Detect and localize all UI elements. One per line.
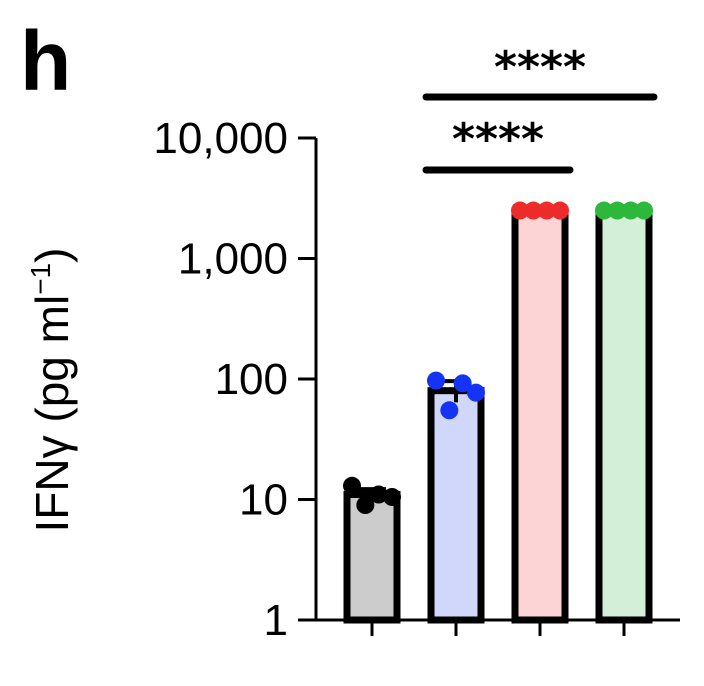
y-axis-title-close: ) [26,248,78,263]
point-0-2 [369,485,388,504]
point-2-2 [537,201,556,220]
bar-3 [595,207,653,624]
bar-0 [343,491,401,624]
point-3-3 [635,201,653,220]
y-axis-title-main: IFNγ (pg ml [26,295,78,533]
significance-label-0: **** [494,42,586,93]
y-tick-label-2: 100 [215,355,288,404]
bars [343,207,653,624]
point-0-3 [383,487,401,506]
panel-letter: h [20,14,71,108]
point-1-3 [467,383,485,402]
bar-1 [427,387,485,624]
y-axis: 1 10 100 1,000 10,000 [153,114,318,645]
svg-text:IFNγ (pg ml−1): IFNγ (pg ml−1) [25,248,78,533]
significance-annotations: **** **** [422,42,658,174]
y-tick-label-4: 10,000 [153,114,288,163]
data-points [343,201,653,515]
point-1-0 [427,371,445,390]
point-2-1 [524,201,543,220]
y-axis-title-unit-exponent: −1 [25,263,56,295]
point-2-3 [551,201,569,220]
x-axis [316,618,680,636]
bar-2 [511,207,569,624]
point-3-2 [621,201,640,220]
point-3-1 [608,201,627,220]
point-3-0 [595,201,613,220]
point-0-0 [343,476,361,495]
point-2-0 [511,201,529,220]
y-tick-label-1: 10 [239,476,288,525]
significance-label-1: **** [452,114,544,165]
y-tick-label-3: 1,000 [178,235,288,284]
point-1-1 [440,401,459,420]
y-axis-title: IFNγ (pg ml−1) [25,248,78,533]
point-1-2 [453,374,472,393]
point-0-1 [356,496,375,515]
y-tick-label-0: 1 [264,596,288,645]
